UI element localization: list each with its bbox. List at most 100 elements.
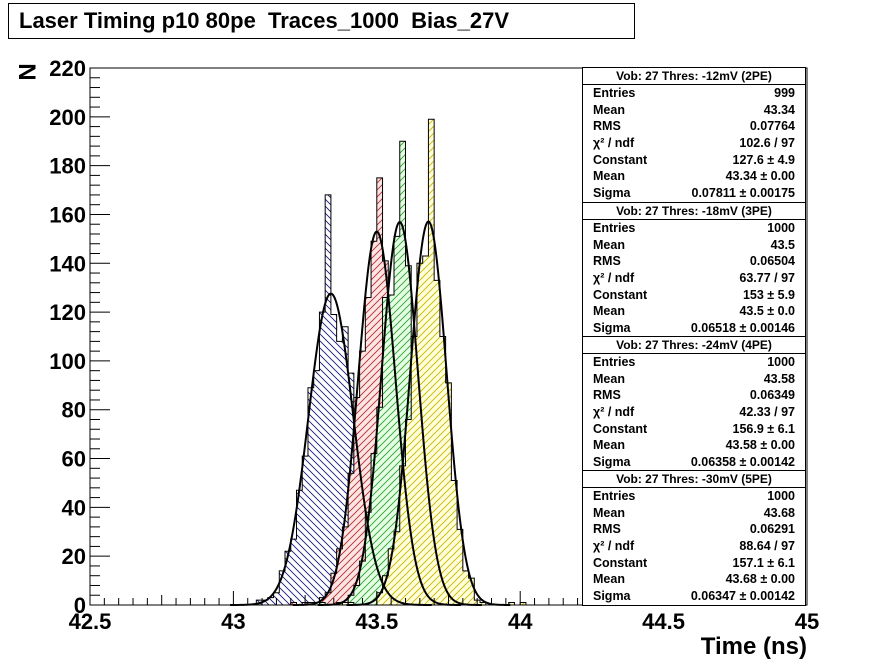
stat-value: 43.68 ± 0.00 [725,572,795,587]
stat-label: Sigma [593,455,631,470]
y-tick-label: 40 [62,495,86,520]
stat-row: χ² / ndf 88.64 / 97 [583,538,805,555]
stat-value: 63.77 / 97 [739,271,795,286]
stat-box-4: Vob: 27 Thres: -30mV (5PE) Entries 1000 Mea… [582,470,806,606]
stat-value: 157.1 ± 6.1 [732,555,795,570]
stat-label: Entries [593,489,636,503]
stat-box-header: Vob: 27 Thres: -30mV (5PE) [583,471,805,488]
y-tick-label: 200 [49,105,86,130]
x-tick-label: 43 [221,609,245,634]
fit-curve-2 [292,230,461,606]
histogram-series-group [216,118,527,606]
stat-value: 0.06518 ± 0.00146 [690,321,795,336]
stat-value: 0.06349 [749,388,795,403]
stat-row: Mean 43.5 [583,237,805,254]
stat-box-header: Vob: 27 Thres: -12mV (2PE) [583,68,805,85]
stat-value: 43.58 [763,371,795,386]
y-tick-label: 80 [62,398,86,423]
stat-label: χ² / ndf [593,271,635,286]
fit-curve-4 [346,220,511,606]
stat-label: Constant [593,421,648,436]
stat-row: χ² / ndf 42.33 / 97 [583,404,805,421]
stat-value: 0.06504 [749,254,795,269]
stat-value: 43.58 ± 0.00 [725,438,795,453]
stat-value: 0.06347 ± 0.00142 [690,589,795,604]
y-tick-label: 220 [49,56,86,81]
x-tick-label: 44 [508,609,533,634]
stat-label: Entries [593,355,636,369]
stat-label: Sigma [593,589,631,604]
axes-group: 42.5 43 43.5 44 44.5 45 0 20 40 60 80 100 120 140 160 1… [49,56,819,634]
stat-row: Mean 43.34 [583,102,805,119]
stat-row: Sigma 0.07811 ± 0.00175 [583,185,805,202]
stat-row: Entries 1000 [583,488,805,505]
x-axis-title: Time (ns) [700,633,807,660]
stat-label: Sigma [593,321,631,336]
stat-row: Mean 43.34 ± 0.00 [583,168,805,185]
stat-value: 0.07811 ± 0.00175 [691,186,796,201]
y-tick-label: 160 [49,202,86,227]
stat-row: Mean 43.5 ± 0.0 [583,303,805,320]
chart-title: Laser Timing p10 80pe Traces_1000 Bias_2… [8,3,635,39]
stat-value: 1000 [767,355,795,369]
y-tick-label: 180 [49,154,86,179]
stat-row: Entries 999 [583,85,805,102]
stat-row: Mean 43.68 ± 0.00 [583,571,805,588]
stat-label: RMS [593,254,621,269]
stat-row: Sigma 0.06518 ± 0.00146 [583,320,805,337]
stat-row: Mean 43.58 ± 0.00 [583,437,805,454]
fit-curve-3 [317,220,482,606]
stat-label: Constant [593,152,648,167]
stat-label: RMS [593,522,621,537]
y-tick-label: 120 [49,300,86,325]
stat-label: χ² / ndf [593,539,635,554]
stat-value: 0.06358 ± 0.00142 [690,455,795,470]
stat-box-2: Vob: 27 Thres: -18mV (3PE) Entries 1000 Mea… [582,202,806,338]
stat-box-header: Vob: 27 Thres: -18mV (3PE) [583,203,805,220]
stat-value: 156.9 ± 6.1 [732,421,795,436]
stat-label: RMS [593,388,621,403]
stat-label: Entries [593,86,636,100]
stat-label: Mean [593,438,625,453]
stat-value: 42.33 / 97 [739,405,795,420]
stat-label: Constant [593,555,648,570]
stat-value: 43.34 [763,102,795,117]
stat-row: RMS 0.06349 [583,387,805,404]
x-tick-label: 45 [795,609,819,634]
stat-label: Mean [593,237,625,252]
stat-value: 43.34 ± 0.00 [725,169,795,184]
y-tick-label: 0 [74,593,86,618]
stat-value: 43.5 ± 0.0 [739,304,795,319]
stat-row: Constant 127.6 ± 4.9 [583,152,805,169]
stat-box-3: Vob: 27 Thres: -24mV (4PE) Entries 1000 Mea… [582,336,806,472]
stat-value: 43.5 [770,237,795,252]
stat-label: RMS [593,119,621,134]
gaussian-fit-group [230,220,511,606]
stat-row: χ² / ndf 102.6 / 97 [583,135,805,152]
y-axis-title: N [14,63,42,81]
stat-value: 88.64 / 97 [739,539,795,554]
stat-label: Mean [593,371,625,386]
y-tick-label: 140 [49,251,86,276]
x-tick-label: 42.5 [69,609,112,634]
stat-row: Mean 43.68 [583,505,805,522]
stat-label: Mean [593,572,625,587]
stat-value: 153 ± 5.9 [742,287,795,302]
stat-label: Entries [593,221,636,235]
stat-value: 1000 [767,489,795,503]
y-tick-label: 20 [62,544,86,569]
stat-row: Constant 153 ± 5.9 [583,287,805,304]
stat-row: Entries 1000 [583,220,805,237]
stat-box-header: Vob: 27 Thres: -24mV (4PE) [583,337,805,354]
stat-label: Constant [593,287,648,302]
stat-label: Mean [593,102,625,117]
stat-value: 0.06291 [749,522,795,537]
stat-row: Mean 43.58 [583,371,805,388]
stat-label: Mean [593,505,625,520]
stat-row: RMS 0.07764 [583,118,805,135]
stat-row: Sigma 0.06358 ± 0.00142 [583,454,805,471]
x-tick-label: 44.5 [642,609,685,634]
stat-label: χ² / ndf [593,136,635,151]
stat-label: χ² / ndf [593,405,635,420]
